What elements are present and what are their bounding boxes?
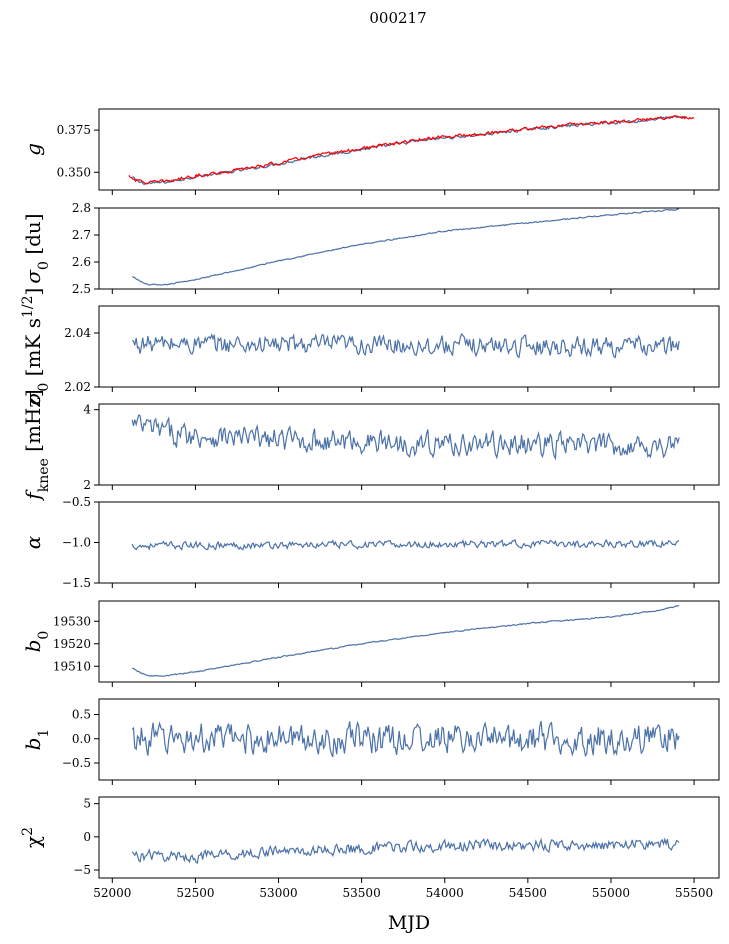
- panel-2: 2.5 2.6 2.7 2.8 σ0 [du]: [21, 201, 720, 296]
- y-tick-label: 2.04: [64, 326, 91, 340]
- figure-title: 000217: [369, 9, 426, 27]
- x-tick-label: 55500: [675, 886, 713, 900]
- y-tick-label: 2.8: [72, 201, 91, 215]
- y-tick-label: −5: [73, 863, 91, 877]
- axes-frame: [98, 698, 720, 781]
- y-tick-label: 2.6: [72, 255, 91, 269]
- panel-1: 0.350 0.375 g: [21, 108, 720, 195]
- axes-frame: [98, 305, 720, 388]
- y-tick-label: 0: [83, 830, 91, 844]
- panel-3: 2.02 2.04 σ0 [mK s1/2]: [20, 288, 720, 406]
- y-tick-label: 2.5: [72, 282, 91, 296]
- series-line-1: [132, 604, 680, 677]
- y-tick-label: 19530: [53, 614, 91, 628]
- y-tick-label: 19510: [53, 659, 91, 673]
- axes-frame: [98, 600, 720, 683]
- x-tick-label: 52500: [176, 886, 214, 900]
- y-axis-label: b1: [21, 729, 52, 751]
- panel-7: −0.5 0.0 0.5 b1: [21, 698, 720, 785]
- series-line-2: [128, 114, 695, 185]
- axes-frame: [98, 403, 720, 486]
- series-line-1: [131, 720, 680, 758]
- y-axis-label: σ0 [mK s1/2]: [20, 288, 52, 406]
- y-tick-label: 0.5: [72, 708, 91, 722]
- panel-5: −1.5 −1.0 −0.5 α: [21, 495, 720, 590]
- x-tick-label: 54000: [426, 886, 464, 900]
- panel-8: −5 0 5 52000 52500 53000 53500 54000 54500 55000 5…: [20, 796, 720, 900]
- series-line-1: [131, 332, 680, 359]
- y-tick-label: 4: [83, 403, 91, 417]
- y-tick-label: 5: [83, 797, 91, 811]
- y-tick-label: −0.5: [62, 756, 91, 770]
- panel-4: 2 4 fknee [mHz]: [21, 389, 720, 502]
- y-tick-label: 0.350: [57, 165, 91, 179]
- x-tick-label: 52000: [93, 886, 131, 900]
- x-axis-label: MJD: [388, 912, 430, 934]
- axes-frame: [98, 796, 720, 879]
- y-tick-label: 0.0: [72, 732, 91, 746]
- y-axis-label: χ2: [20, 827, 45, 848]
- y-tick-label: 19520: [53, 637, 91, 651]
- y-tick-label: −0.5: [62, 495, 91, 509]
- y-axis-label: σ0 [du]: [21, 213, 52, 283]
- y-axis-label: b0: [21, 631, 52, 653]
- series-line-1: [131, 538, 680, 551]
- panels: 0.350 0.375 g 2.5 2.6 2.7 2.8 σ0 [du] 2.02 2.04 σ0…: [20, 108, 720, 900]
- y-tick-label: −1.5: [62, 576, 91, 590]
- axes-frame: [98, 207, 720, 290]
- y-axis-label: g: [21, 143, 45, 156]
- series-line-1: [131, 837, 680, 865]
- x-tick-label: 53500: [343, 886, 381, 900]
- y-tick-label: −1.0: [62, 536, 91, 550]
- y-tick-label: 2.02: [64, 380, 91, 394]
- y-tick-label: 2: [83, 478, 91, 492]
- y-tick-label: 2.7: [72, 228, 91, 242]
- series-line-1: [131, 414, 680, 461]
- axes-frame: [98, 108, 720, 191]
- x-tick-label: 54500: [509, 886, 547, 900]
- y-axis-label: α: [21, 535, 45, 549]
- x-tick-label: 55000: [592, 886, 630, 900]
- y-tick-label: 0.375: [57, 123, 91, 137]
- x-tick-label: 53000: [259, 886, 297, 900]
- series-line-1: [131, 208, 680, 286]
- y-axis-label: fknee [mHz]: [21, 389, 52, 501]
